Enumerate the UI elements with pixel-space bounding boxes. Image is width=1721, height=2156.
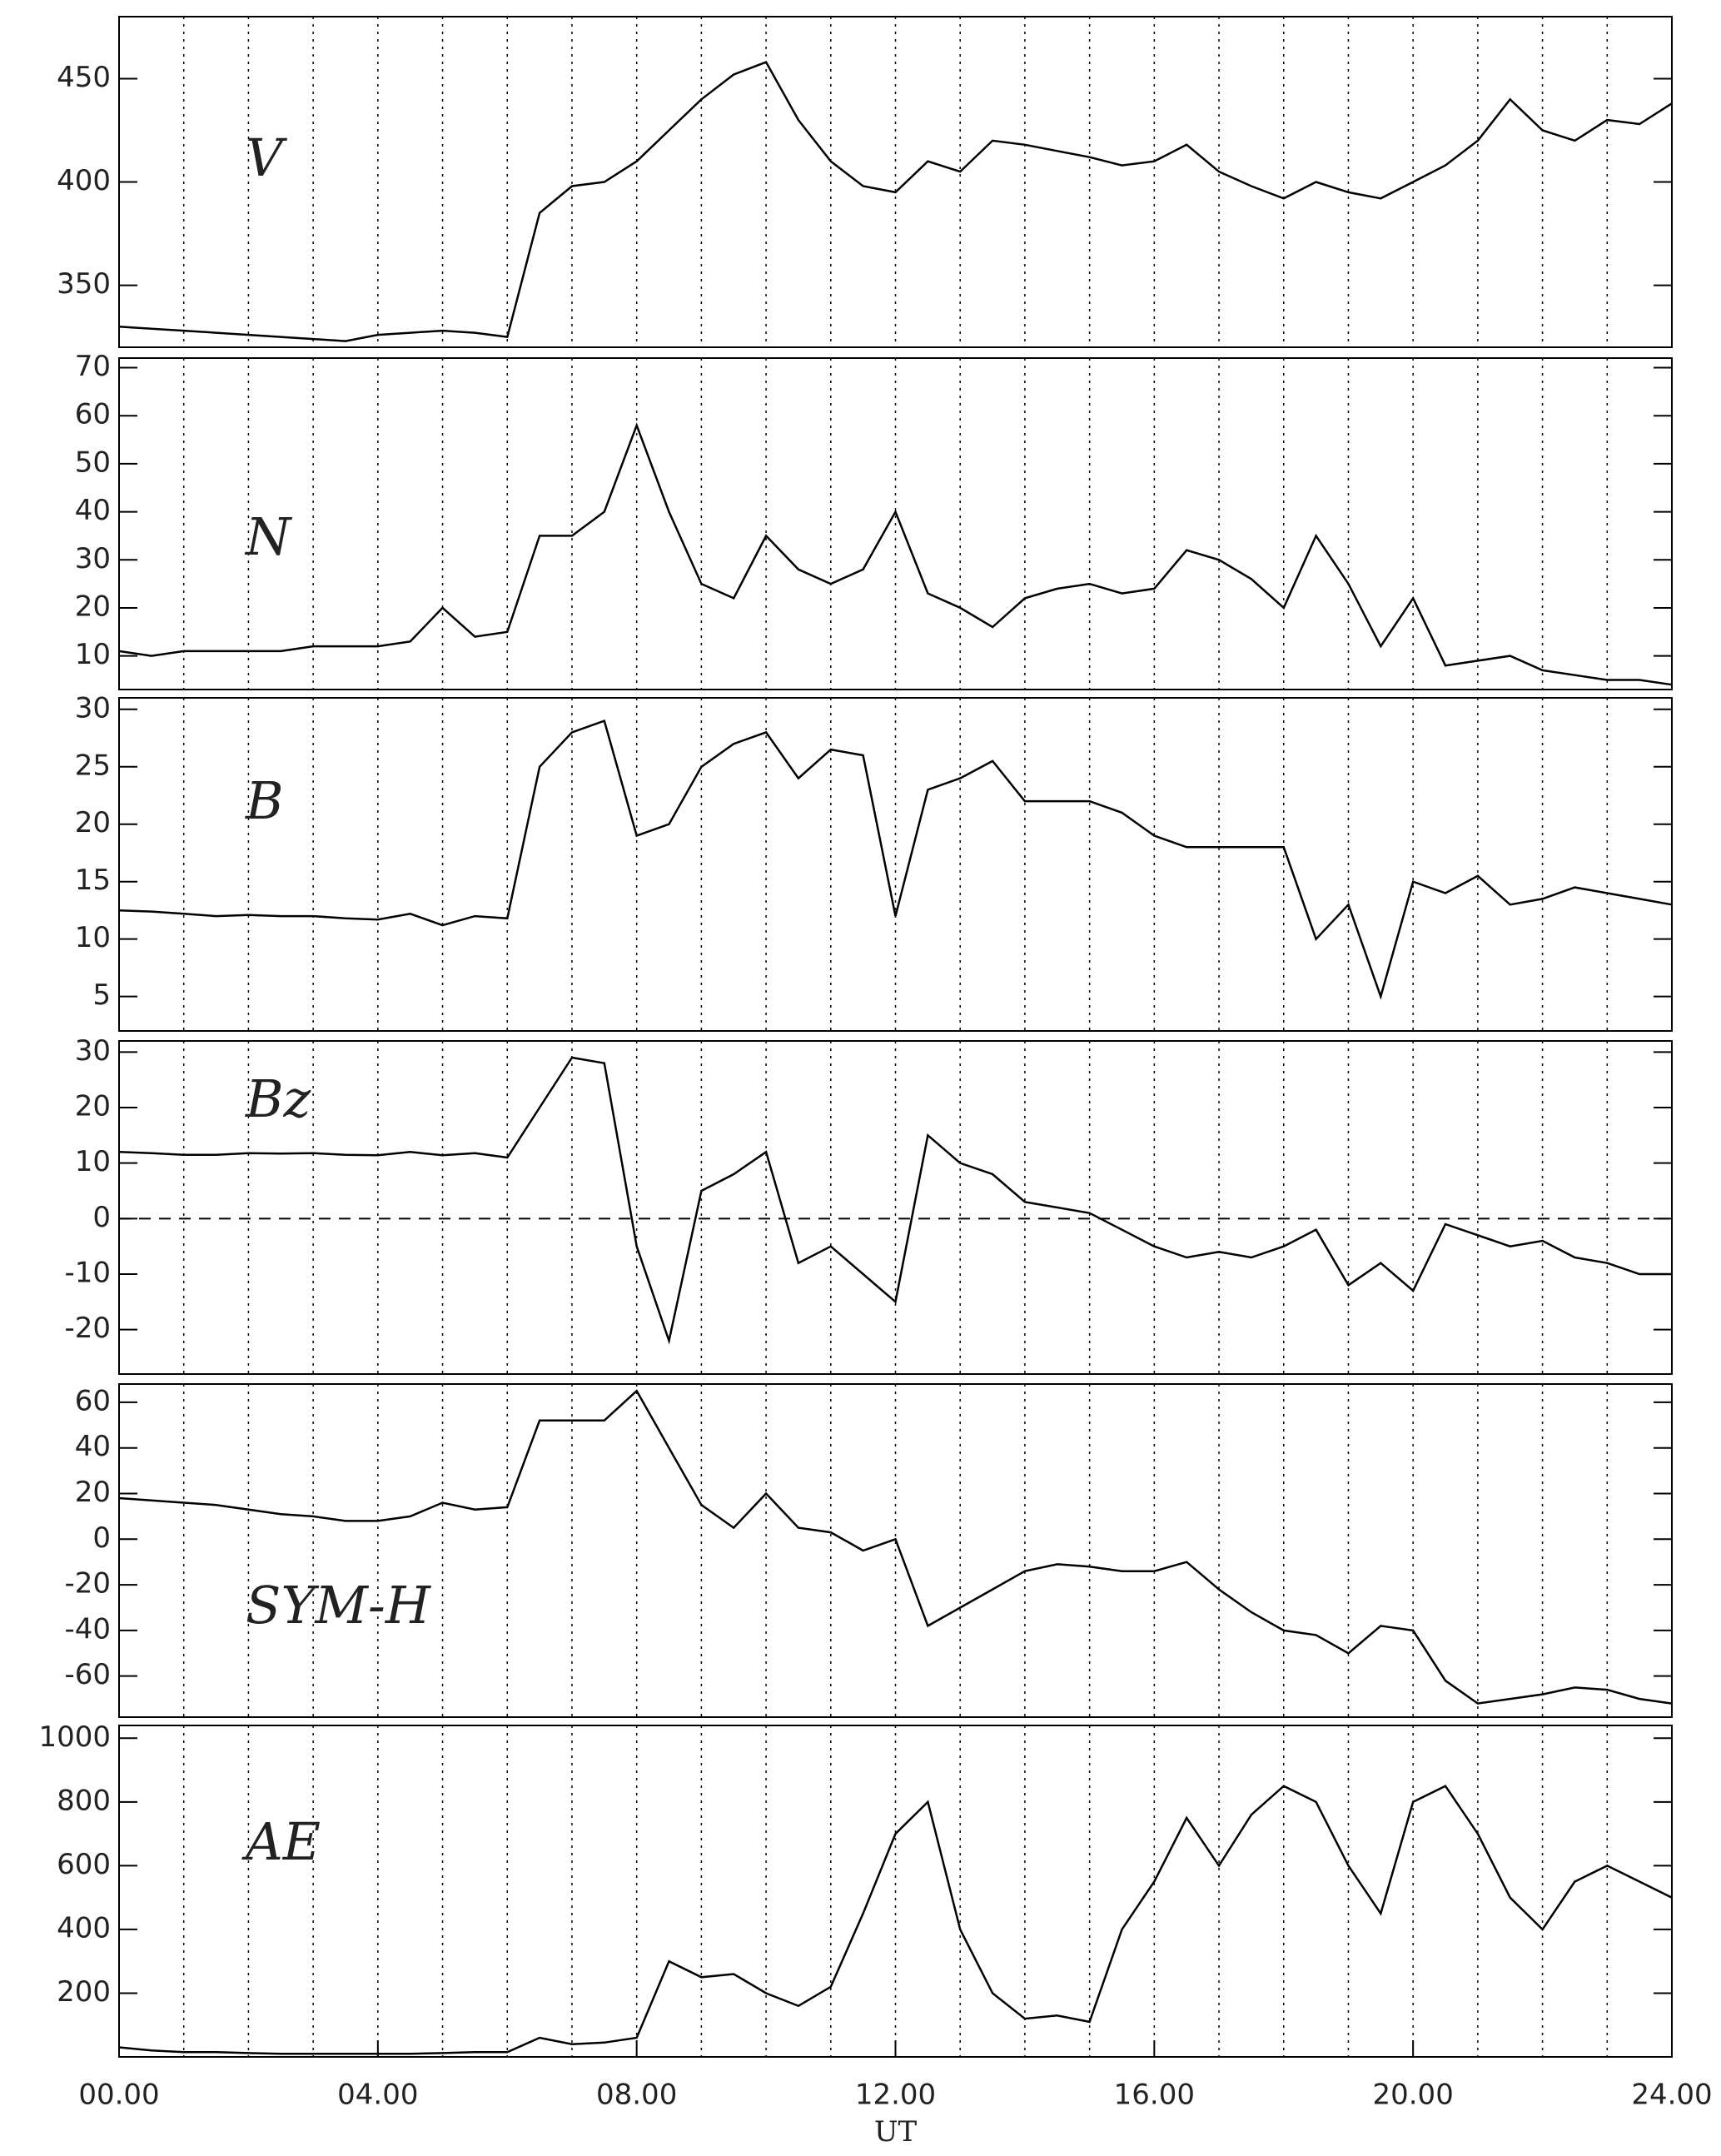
data-line [118,1389,1673,1705]
panel-label: N [244,506,293,567]
data-line [118,61,1673,342]
panel-label: SYM-H [246,1575,432,1636]
y-tick-label: 30 [75,1034,111,1068]
data-line [118,1056,1672,1345]
y-tick-label: 40 [75,494,111,527]
y-tick-label: 350 [57,267,111,301]
y-tick-label: 60 [75,398,111,431]
y-tick-label: 30 [75,542,111,575]
y-tick-label: 400 [57,1911,111,1944]
y-tick-label: -20 [64,1567,111,1601]
data-line [118,1785,1673,2055]
y-tick-label: -60 [64,1658,111,1691]
x-tick-label: 16.00 [1114,2079,1195,2112]
y-tick-label: 800 [57,1784,111,1817]
data-line [118,422,1673,686]
y-tick-label: 60 [75,1384,111,1417]
y-tick-label: 15 [75,864,111,897]
x-tick-label: 20.00 [1372,2079,1453,2112]
y-tick-label: 20 [75,806,111,839]
panel-frame [118,16,1673,348]
y-tick-label: -20 [64,1312,111,1345]
panel-label: V [246,127,288,188]
y-tick-label: 30 [75,691,111,724]
y-tick-label: 20 [75,1476,111,1509]
y-tick-label: 20 [75,1090,111,1123]
y-tick-label: 0 [92,1201,111,1234]
y-tick-label: 1000 [38,1720,111,1754]
y-tick-label: 600 [57,1848,111,1881]
y-tick-label: 25 [75,749,111,782]
panel-frame [118,1383,1673,1718]
x-tick-label: 08.00 [596,2079,677,2112]
y-tick-label: -40 [64,1612,111,1646]
panel-label: Bz [245,1068,311,1129]
x-tick-label: 24.00 [1631,2079,1712,2112]
x-tick-label: 00.00 [78,2079,159,2112]
y-tick-label: 20 [75,590,111,623]
y-tick-label: 10 [75,921,111,954]
x-tick-label: 04.00 [337,2079,418,2112]
x-tick-label: 12.00 [855,2079,936,2112]
y-tick-label: 450 [57,61,111,94]
panel-label: AE [241,1811,321,1872]
y-tick-label: 5 [92,978,111,1012]
y-tick-label: -10 [64,1257,111,1290]
y-tick-label: 200 [57,1975,111,2009]
y-tick-label: 0 [92,1521,111,1555]
panel-frame [118,697,1673,1032]
y-tick-label: 10 [75,638,111,671]
x-axis-label: UT [874,2115,918,2149]
y-tick-label: 40 [75,1430,111,1463]
panel-frame [118,357,1673,690]
data-line [118,719,1673,1000]
y-tick-label: 400 [57,164,111,197]
panel-frame [118,1040,1673,1375]
y-tick-label: 10 [75,1145,111,1178]
panel-label: B [245,770,284,831]
y-tick-label: 50 [75,446,111,479]
y-tick-label: 70 [75,350,111,383]
